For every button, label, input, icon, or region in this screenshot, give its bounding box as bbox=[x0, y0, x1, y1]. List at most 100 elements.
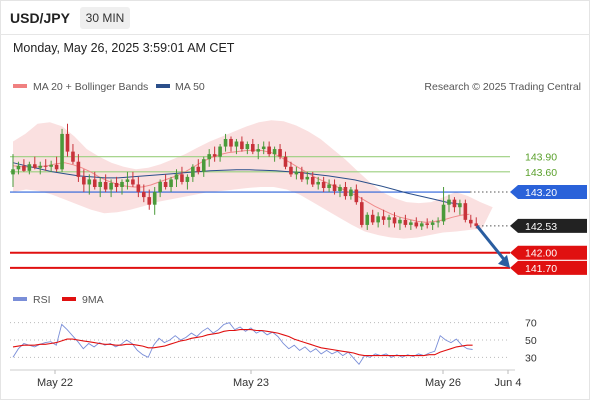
candle-body bbox=[98, 181, 102, 187]
legend-label-ma20: MA 20 + Bollinger Bands bbox=[33, 81, 148, 93]
candle-body bbox=[33, 164, 37, 168]
candle-body bbox=[27, 164, 32, 171]
legend-swatch-9ma bbox=[62, 297, 76, 301]
candle-body bbox=[267, 146, 271, 155]
level-143-20-tag bbox=[510, 185, 587, 200]
candle-body bbox=[419, 223, 424, 227]
rsi-tick-label: 70 bbox=[525, 318, 537, 330]
level-141-70-tag bbox=[510, 260, 587, 275]
timeframe-button[interactable]: 30 MIN bbox=[80, 7, 130, 29]
candle-body bbox=[338, 187, 342, 192]
x-tick-label: Jun 4 bbox=[495, 377, 522, 389]
candle-body bbox=[49, 164, 53, 167]
candle-body bbox=[201, 159, 206, 172]
candle-body bbox=[87, 179, 92, 185]
candle-body bbox=[76, 161, 81, 177]
candle-body bbox=[174, 174, 179, 180]
candle-body bbox=[387, 217, 391, 220]
candle-body bbox=[452, 199, 457, 208]
candle-body bbox=[38, 165, 43, 168]
legend-swatch-rsi bbox=[13, 297, 27, 301]
candle-body bbox=[305, 176, 310, 180]
candle-body bbox=[142, 192, 146, 198]
candle-body bbox=[245, 144, 250, 150]
candle-body bbox=[272, 149, 277, 155]
candle-body bbox=[218, 146, 222, 157]
candles-group bbox=[11, 123, 479, 230]
candle-body bbox=[376, 216, 380, 223]
candle-body bbox=[392, 217, 397, 224]
x-tick-label: May 22 bbox=[37, 377, 73, 389]
legend-label-9ma: 9MA bbox=[82, 294, 104, 306]
candle-body bbox=[43, 165, 48, 167]
rsi-series-rsi bbox=[12, 322, 473, 366]
candle-body bbox=[436, 221, 440, 223]
x-tick-label: May 23 bbox=[233, 377, 269, 389]
level-143-20-label: 143.20 bbox=[525, 187, 557, 199]
candle-body bbox=[283, 156, 288, 167]
candle-body bbox=[120, 181, 124, 187]
candle-body bbox=[152, 192, 157, 205]
candle-body bbox=[251, 144, 255, 152]
candle-body bbox=[185, 176, 190, 182]
candle-body bbox=[22, 165, 26, 171]
candle-body bbox=[54, 164, 59, 170]
candle-body bbox=[196, 166, 201, 172]
candle-body bbox=[354, 189, 359, 203]
candle-body bbox=[398, 219, 402, 224]
level-143-60-label: 143.60 bbox=[525, 167, 557, 179]
legend-swatch-ma20 bbox=[13, 84, 27, 88]
candle-body bbox=[278, 149, 282, 157]
candle-body bbox=[409, 222, 413, 225]
candle-body bbox=[474, 223, 479, 226]
candle-body bbox=[158, 181, 162, 193]
projection-arrow-shaft bbox=[475, 224, 508, 263]
candle-body bbox=[114, 182, 119, 187]
candle-body bbox=[370, 214, 375, 223]
candle-body bbox=[212, 154, 217, 157]
candle-body bbox=[403, 219, 408, 225]
candle-body bbox=[321, 181, 326, 189]
candle-body bbox=[447, 199, 451, 205]
candle-body bbox=[147, 197, 152, 205]
candle-body bbox=[180, 174, 184, 182]
candle-body bbox=[191, 166, 195, 177]
candle-body bbox=[425, 223, 429, 225]
candle-body bbox=[125, 179, 130, 182]
candle-body bbox=[207, 154, 211, 160]
level-142-00-label: 142.00 bbox=[525, 248, 557, 260]
candle-body bbox=[332, 184, 337, 192]
candle-body bbox=[469, 219, 473, 224]
candle-body bbox=[92, 179, 97, 187]
symbol-title: USD/JPY bbox=[10, 10, 70, 26]
candle-body bbox=[65, 133, 70, 152]
candle-body bbox=[365, 214, 370, 225]
projection-arrowhead bbox=[498, 254, 510, 268]
candle-body bbox=[103, 181, 108, 190]
candle-body bbox=[349, 189, 353, 197]
level-142-53-label: 142.53 bbox=[525, 221, 557, 233]
ma50-line bbox=[12, 162, 460, 205]
candle-body bbox=[136, 184, 141, 193]
candle-body bbox=[131, 179, 135, 185]
candle-body bbox=[343, 187, 348, 197]
candle-body bbox=[316, 181, 320, 185]
header-bar: USD/JPY 30 MIN bbox=[0, 0, 590, 35]
candle-body bbox=[229, 138, 233, 147]
candle-body bbox=[430, 222, 435, 225]
rsi-tick-label: 30 bbox=[525, 352, 537, 364]
level-142-53-tag bbox=[510, 218, 587, 233]
candle-body bbox=[441, 204, 446, 222]
level-142-00-tag bbox=[510, 245, 587, 260]
candle-body bbox=[240, 141, 244, 150]
candle-body bbox=[256, 149, 261, 152]
candle-body bbox=[109, 182, 113, 190]
candle-body bbox=[16, 165, 21, 170]
candle-body bbox=[261, 146, 266, 150]
rsi-tick-label: 50 bbox=[525, 335, 537, 347]
candle-body bbox=[60, 133, 64, 170]
candle-body bbox=[289, 166, 293, 175]
candle-body bbox=[360, 202, 364, 225]
rsi-series-9ma bbox=[12, 329, 473, 357]
